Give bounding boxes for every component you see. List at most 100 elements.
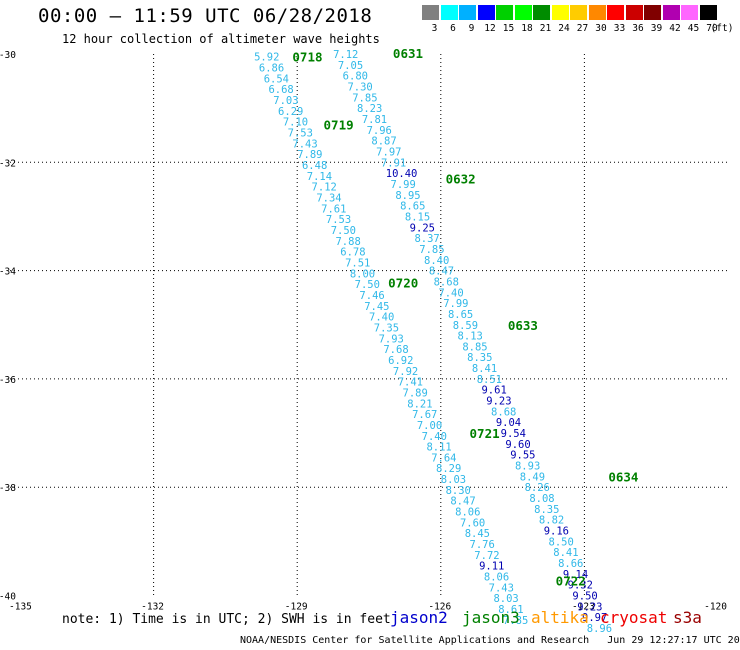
wave-height-value: 8.66 (558, 558, 583, 570)
wave-height-value: 7.45 (364, 301, 389, 313)
wave-height-value: 8.35 (467, 352, 492, 364)
wave-height-value: 5.92 (254, 52, 279, 64)
wave-height-value: 7.81 (362, 114, 387, 126)
satellite-jason3: jason3 (462, 608, 520, 627)
legend-label: 21 (539, 23, 552, 34)
wave-height-value: 6.29 (278, 106, 303, 118)
latitude-label: -32 (0, 158, 16, 169)
wave-height-value: 7.93 (379, 333, 404, 345)
wave-height-value: 7.91 (381, 157, 406, 169)
wave-height-value: 8.29 (436, 463, 461, 475)
wave-height-value: 8.35 (534, 504, 559, 516)
wave-height-value: 6.78 (340, 247, 365, 259)
legend-label: 33 (613, 23, 626, 34)
wave-height-value: 6.54 (264, 73, 289, 85)
wave-height-value: 8.85 (462, 341, 487, 353)
legend-label: 6 (450, 23, 456, 34)
legend-label: 45 (687, 23, 700, 34)
legend-label: 24 (558, 23, 570, 34)
wave-height-value: 7.60 (460, 517, 485, 529)
satellite-s3a: s3a (673, 608, 702, 627)
wave-height-value: 10.40 (386, 168, 418, 180)
wave-height-value: 7.10 (283, 117, 308, 129)
wave-height-value: 8.68 (434, 276, 459, 288)
wave-height-value: 7.43 (489, 582, 514, 594)
wave-height-value: 7.85 (352, 92, 377, 104)
wave-height-value: 7.88 (335, 236, 360, 248)
legend-swatch (662, 5, 680, 20)
legend-swatch (440, 5, 458, 20)
wave-height-value: 8.11 (426, 442, 451, 454)
wave-height-value: 8.26 (525, 482, 550, 494)
legend-label: 70 (706, 23, 718, 34)
wave-height-value: 8.96 (587, 623, 612, 635)
track-time-label: 0632 (446, 172, 476, 187)
legend-swatch (422, 5, 439, 20)
wave-height-value: 9.60 (505, 439, 530, 451)
legend-label: 9 (468, 23, 475, 34)
legend-swatch (570, 5, 587, 20)
credit-text: NOAA/NESDIS Center for Satellite Applica… (240, 635, 590, 646)
longitude-label: -126 (428, 602, 451, 613)
wave-height-value: 7.67 (412, 409, 437, 421)
satellite-altika: altika (531, 608, 589, 627)
wave-height-value: 7.85 (419, 244, 444, 256)
wave-height-value: 8.41 (553, 547, 578, 559)
wave-height-value: 7.00 (417, 420, 442, 432)
track-time-label: 0721 (470, 426, 500, 441)
track-jason3-descending: 5.926.866.546.687.036.297.107.537.437.89… (254, 52, 528, 627)
longitude-label: -135 (9, 602, 32, 613)
latitude-label: -30 (0, 50, 16, 61)
wave-height-value: 7.97 (376, 146, 401, 158)
generated-timestamp: Jun 29 12:27:17 UTC 2018 (607, 635, 740, 646)
track-time-label: 0720 (388, 276, 418, 291)
wave-height-value: 7.53 (326, 214, 351, 226)
wave-height-value: 7.40 (438, 287, 463, 299)
wave-height-value: 8.08 (529, 493, 554, 505)
legend-label: 3 (431, 23, 438, 34)
legend-swatch (514, 5, 532, 20)
wave-height-value: 9.14 (563, 569, 588, 581)
legend-swatch (477, 5, 495, 20)
legend-swatch (625, 5, 643, 20)
wave-height-value: 8.47 (450, 496, 475, 508)
track-time-label: 0634 (608, 469, 638, 484)
wave-height-value: 6.92 (388, 355, 413, 367)
longitude-label: -129 (285, 602, 308, 613)
wave-height-value: 7.05 (338, 60, 363, 72)
legend-swatch (496, 5, 513, 20)
wave-height-value: 7.68 (383, 344, 408, 356)
wave-height-value: 7.99 (443, 298, 468, 310)
wave-height-value: 7.85 (503, 615, 528, 627)
wave-height-value: 7.76 (470, 539, 495, 551)
track-time-label: 0722 (556, 573, 586, 588)
wave-height-value: 6.80 (343, 71, 368, 83)
wave-height-value: 9.32 (568, 580, 593, 592)
wave-height-value: 8.21 (407, 398, 432, 410)
wave-height-value: 7.40 (369, 312, 394, 324)
longitude-label: -132 (141, 602, 164, 613)
legend-swatch (644, 5, 661, 20)
legend-label: 30 (595, 23, 607, 34)
wave-height-value: 7.46 (359, 290, 384, 302)
legend-swatch (459, 5, 476, 20)
wave-height-value: 9.25 (410, 222, 435, 234)
legend-label: 12 (484, 23, 496, 34)
page-subtitle: 12 hour collection of altimeter wave hei… (62, 32, 380, 46)
longitude-label: -120 (704, 602, 727, 613)
wave-height-value: 8.06 (455, 507, 480, 519)
credit-line: NOAA/NESDIS Center for Satellite Applica… (240, 635, 740, 646)
wave-height-value: 7.99 (391, 179, 416, 191)
wave-height-value: 8.40 (424, 255, 449, 267)
wave-height-value: 8.23 (357, 103, 382, 115)
wave-height-value: 7.64 (431, 452, 456, 464)
wave-height-value: 7.50 (355, 279, 380, 291)
wave-height-value: 7.72 (474, 550, 499, 562)
legend-label: 42 (669, 23, 681, 34)
wave-height-value: 7.41 (398, 377, 423, 389)
wave-height-value: 8.95 (395, 190, 420, 202)
satellite-cryosat: cryosat (600, 608, 668, 627)
wave-height-value: 9.50 (572, 591, 597, 603)
wave-height-value: 7.35 (374, 322, 399, 334)
